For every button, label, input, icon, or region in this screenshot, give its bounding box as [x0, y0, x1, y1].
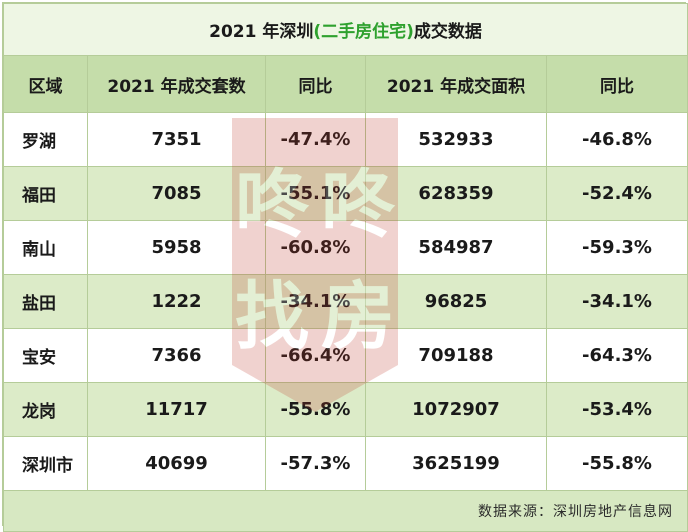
title-prefix: 2021 年深圳: [209, 22, 314, 42]
source-row: 数据来源：深圳房地产信息网: [2, 490, 688, 532]
region-cell: 盐田: [3, 274, 88, 329]
count-cell: 7085: [87, 166, 266, 221]
area-cell: 584987: [365, 220, 547, 275]
table-row: 南山 5958 -60.8% 584987 -59.3%: [3, 220, 688, 275]
count-cell: 7351: [87, 112, 266, 167]
count-yoy-cell: -55.1%: [265, 166, 366, 221]
area-cell: 1072907: [365, 382, 547, 437]
count-yoy-cell: -34.1%: [265, 274, 366, 329]
count-cell: 40699: [87, 436, 266, 491]
region-cell: 宝安: [3, 328, 88, 383]
area-cell: 3625199: [365, 436, 547, 491]
area-yoy-cell: -55.8%: [545, 436, 688, 491]
table-row-total: 深圳市 40699 -57.3% 3625199 -55.8%: [3, 436, 688, 491]
area-cell: 96825: [365, 274, 547, 329]
region-cell: 福田: [3, 166, 88, 221]
area-yoy-cell: -53.4%: [545, 382, 688, 437]
area-yoy-cell: -64.3%: [545, 328, 688, 383]
area-yoy-cell: -59.3%: [545, 220, 688, 275]
transaction-table: 2021 年深圳(二手房住宅)成交数据 区域 2021 年成交套数 同比 202…: [2, 3, 688, 532]
header-region: 区域: [3, 55, 88, 113]
table-row: 福田 7085 -55.1% 628359 -52.4%: [3, 166, 688, 221]
region-cell: 罗湖: [3, 112, 88, 167]
title-highlight: (二手房住宅): [313, 22, 414, 42]
table-row: 龙岗 11717 -55.8% 1072907 -53.4%: [3, 382, 688, 437]
header-area: 2021 年成交面积: [365, 55, 547, 113]
region-cell: 深圳市: [3, 436, 88, 491]
count-cell: 7366: [87, 328, 266, 383]
table-row: 宝安 7366 -66.4% 709188 -64.3%: [3, 328, 688, 383]
area-cell: 709188: [365, 328, 547, 383]
region-cell: 龙岗: [3, 382, 88, 437]
area-yoy-cell: -34.1%: [545, 274, 688, 329]
header-row: 区域 2021 年成交套数 同比 2021 年成交面积 同比: [3, 55, 688, 113]
source-note: 数据来源：深圳房地产信息网: [2, 490, 688, 532]
area-yoy-cell: -46.8%: [545, 112, 688, 167]
header-count-yoy: 同比: [265, 55, 366, 113]
count-cell: 1222: [87, 274, 266, 329]
count-yoy-cell: -47.4%: [265, 112, 366, 167]
count-yoy-cell: -66.4%: [265, 328, 366, 383]
count-cell: 11717: [87, 382, 266, 437]
region-cell: 南山: [3, 220, 88, 275]
count-yoy-cell: -57.3%: [265, 436, 366, 491]
table-title-row: 2021 年深圳(二手房住宅)成交数据: [2, 3, 688, 56]
header-count: 2021 年成交套数: [87, 55, 266, 113]
table-row: 盐田 1222 -34.1% 96825 -34.1%: [3, 274, 688, 329]
area-cell: 532933: [365, 112, 547, 167]
count-yoy-cell: -55.8%: [265, 382, 366, 437]
header-area-yoy: 同比: [545, 55, 688, 113]
area-yoy-cell: -52.4%: [545, 166, 688, 221]
table-row: 罗湖 7351 -47.4% 532933 -46.8%: [3, 112, 688, 167]
area-cell: 628359: [365, 166, 547, 221]
title-suffix: 成交数据: [413, 22, 482, 42]
table-title: 2021 年深圳(二手房住宅)成交数据: [2, 3, 688, 56]
count-cell: 5958: [87, 220, 266, 275]
count-yoy-cell: -60.8%: [265, 220, 366, 275]
